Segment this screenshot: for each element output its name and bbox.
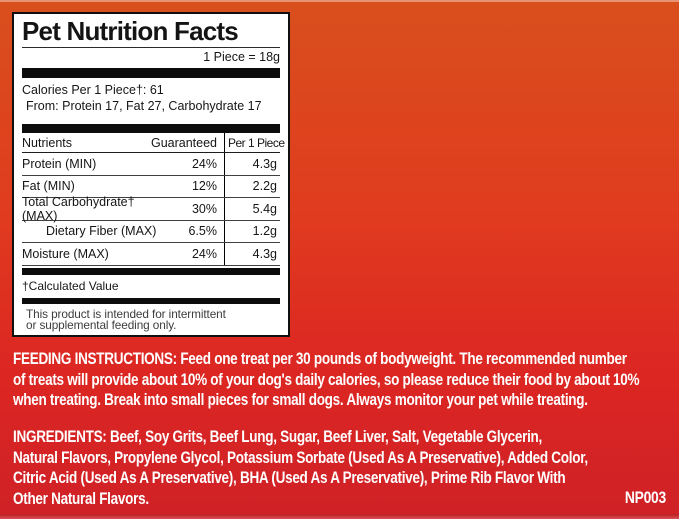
calculated-value-footnote: †Calculated Value bbox=[22, 278, 119, 293]
nutrient-name: Moisture (MAX) bbox=[22, 246, 109, 261]
divider-bar bbox=[22, 68, 280, 78]
calories-line: Calories Per 1 Piece†: 61 bbox=[22, 83, 164, 97]
col-header-per-piece: Per 1 Piece bbox=[224, 133, 285, 152]
nutrient-guaranteed: 24% bbox=[191, 246, 217, 261]
pet-nutrition-facts-panel: Pet Nutrition Facts 1 Piece = 18g Calori… bbox=[12, 12, 290, 337]
nutrition-table: Nutrients Guaranteed Per 1 Piece Protein… bbox=[22, 133, 285, 266]
nutrient-guaranteed: 6.5% bbox=[188, 224, 218, 239]
ingredients-paragraph: INGREDIENTS: Beef, Soy Grits, Beef Lung,… bbox=[13, 428, 588, 509]
nutrient-name: Total Carbohydrate† (MAX) bbox=[22, 194, 135, 223]
table-row: Dietary Fiber (MAX) 6.5% 1.2g bbox=[22, 220, 280, 243]
nutrient-name: Dietary Fiber (MAX) bbox=[46, 224, 157, 239]
nutrient-per-piece: 2.2g bbox=[224, 175, 280, 197]
top-edge-highlight bbox=[0, 0, 679, 2]
intermittent-feeding-disclaimer: This product is intended for intermitten… bbox=[26, 306, 226, 333]
nutrient-per-piece: 1.2g bbox=[224, 220, 280, 242]
nutrient-per-piece: 5.4g bbox=[224, 198, 280, 220]
col-header-guaranteed: Guaranteed bbox=[150, 135, 217, 150]
table-header-row: Nutrients Guaranteed Per 1 Piece bbox=[22, 133, 285, 153]
table-row: Fat (MIN) 12% 2.2g bbox=[22, 175, 280, 198]
col-header-nutrients: Nutrients bbox=[22, 135, 73, 150]
nutrient-guaranteed: 12% bbox=[191, 179, 217, 194]
divider-bar bbox=[22, 124, 280, 133]
nutrient-name: Protein (MIN) bbox=[22, 156, 97, 171]
table-row: Total Carbohydrate† (MAX) 30% 5.4g bbox=[22, 194, 280, 223]
divider-bar bbox=[22, 297, 280, 304]
nutrient-per-piece: 4.3g bbox=[224, 243, 280, 265]
table-row: Protein (MIN) 24% 4.3g bbox=[22, 153, 280, 176]
nutrient-guaranteed: 24% bbox=[191, 156, 217, 171]
calories-from-line: From: Protein 17, Fat 27, Carbohydrate 1… bbox=[26, 99, 262, 113]
panel-title: Pet Nutrition Facts bbox=[22, 16, 239, 46]
nutrient-guaranteed: 30% bbox=[191, 201, 217, 216]
table-row: Moisture (MAX) 24% 4.3g bbox=[22, 243, 280, 266]
bottom-edge-shade bbox=[0, 514, 679, 519]
nutrient-per-piece: 4.3g bbox=[224, 153, 280, 175]
feeding-instructions-paragraph: FEEDING INSTRUCTIONS: Feed one treat per… bbox=[13, 350, 640, 410]
title-divider bbox=[22, 47, 280, 48]
serving-size: 1 Piece = 18g bbox=[203, 50, 280, 64]
divider-bar bbox=[22, 267, 280, 275]
nutrient-name: Fat (MIN) bbox=[22, 179, 75, 194]
product-code: NP003 bbox=[624, 489, 666, 507]
